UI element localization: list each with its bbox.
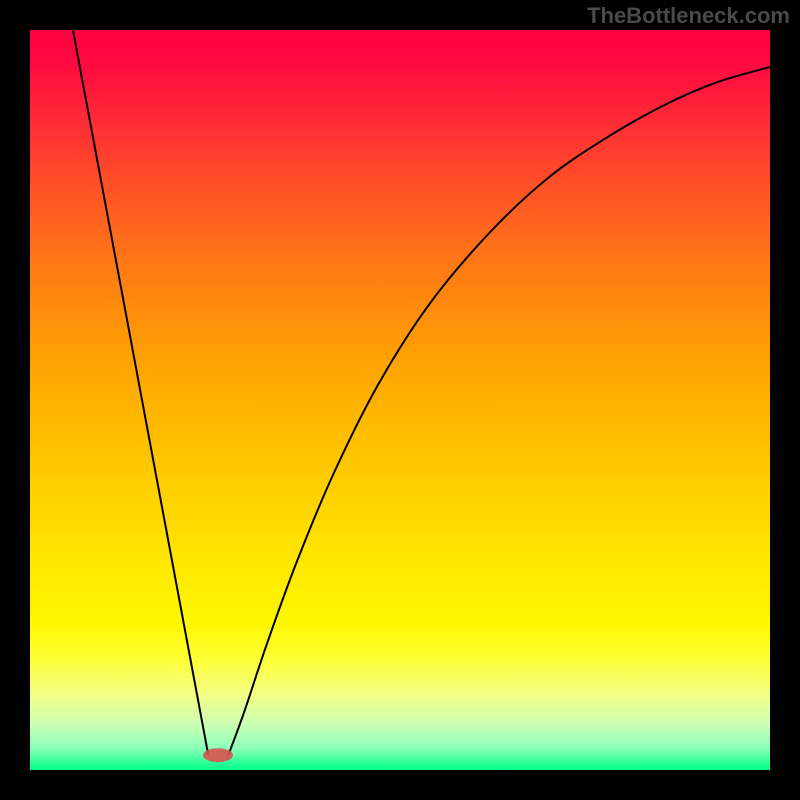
chart-container: { "chart": { "type": "line-on-gradient",… (0, 0, 800, 800)
bottleneck-curve-chart (0, 0, 800, 800)
watermark: TheBottleneck.com (587, 3, 790, 29)
minimum-marker (203, 748, 233, 762)
